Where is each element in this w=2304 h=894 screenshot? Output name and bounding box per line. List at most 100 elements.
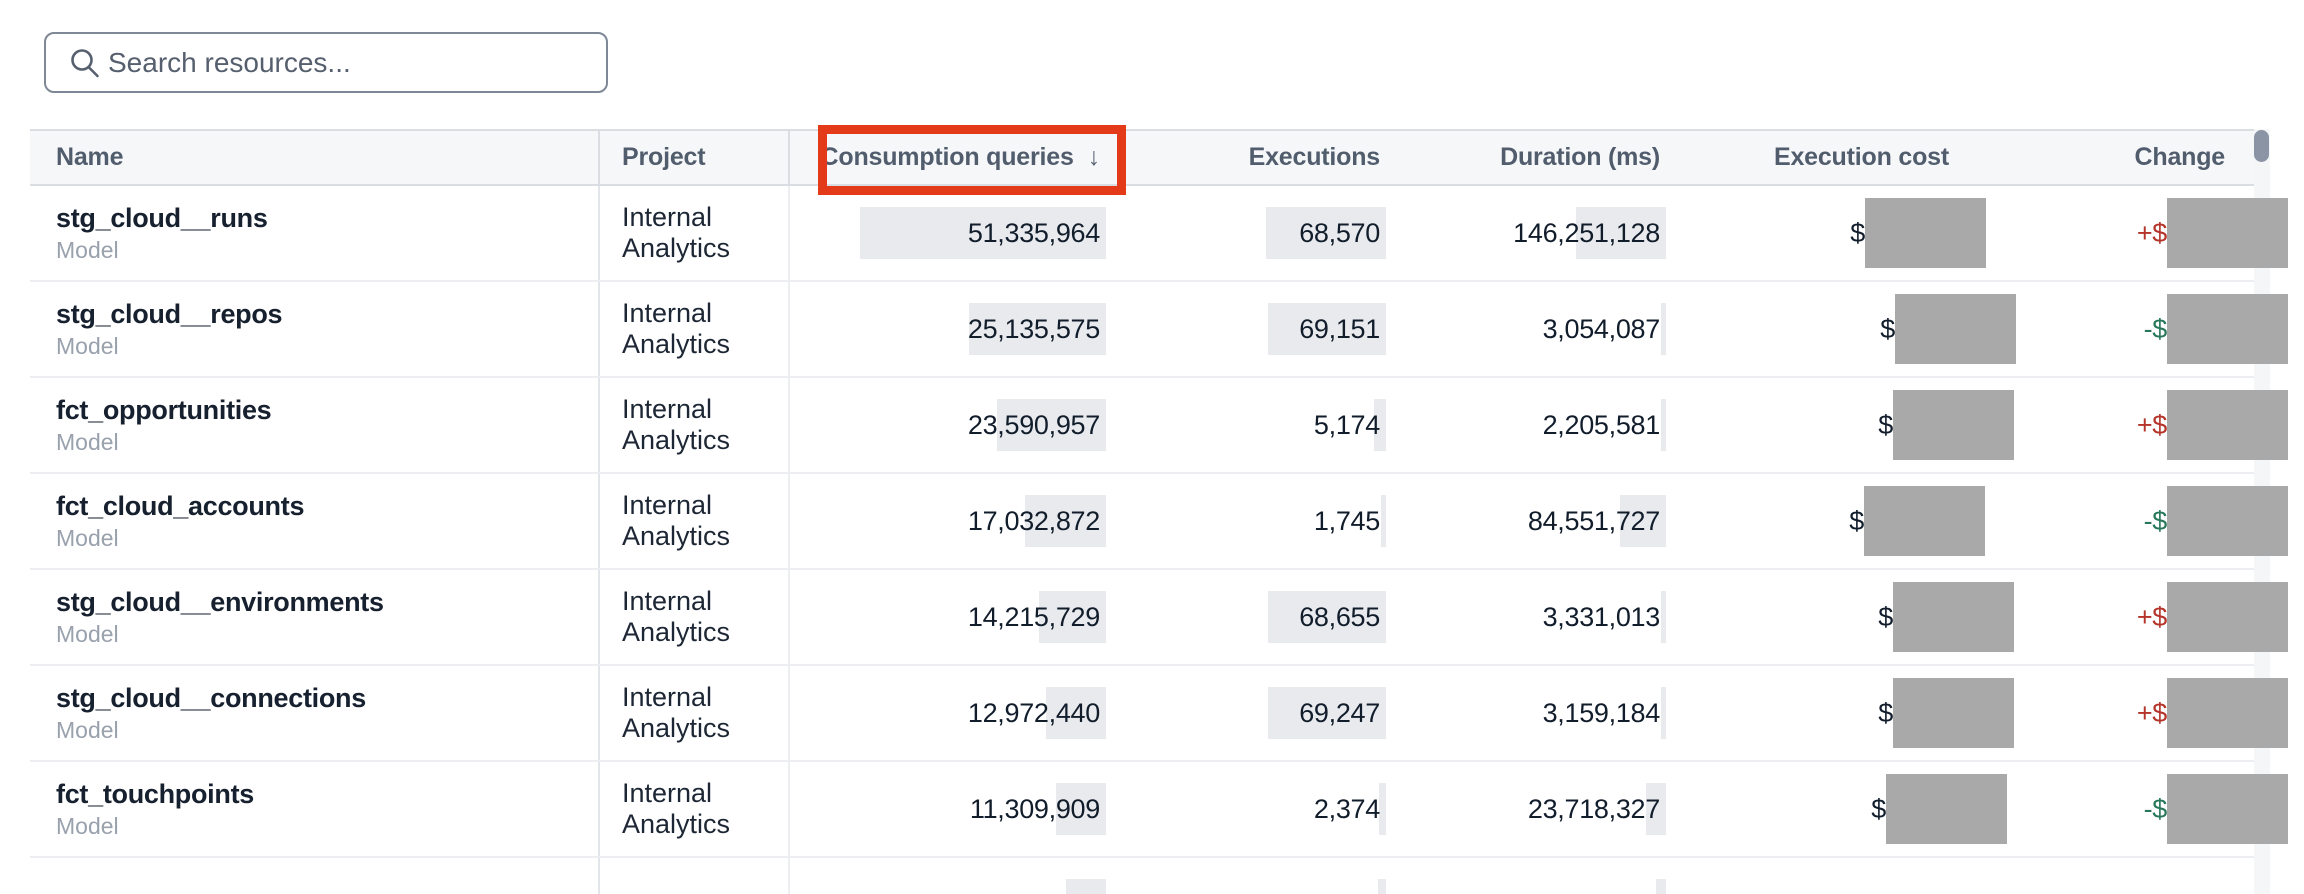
table-row[interactable]: fct_salesforce_goals <box>30 858 2255 894</box>
change-sign: -$ <box>2143 313 2168 344</box>
executions-cell: 68,570 <box>1110 186 1390 280</box>
redaction-box <box>1893 390 2014 460</box>
column-header-change[interactable]: Change <box>2134 143 2226 171</box>
execution-cost-cell: $ <box>1670 666 2020 760</box>
project-cell: Internal Analytics <box>600 570 790 664</box>
redaction-box <box>2167 582 2288 652</box>
resource-name[interactable]: stg_cloud__runs <box>56 203 268 233</box>
redaction-box <box>1865 198 1986 268</box>
column-header-execution-cost[interactable]: Execution cost <box>1773 143 1949 171</box>
column-header-executions[interactable]: Executions <box>1248 143 1381 171</box>
consumption-queries-cell: 12,972,440 <box>790 666 1110 760</box>
change-cell: +$ <box>2020 378 2288 472</box>
execution-cost-cell: $ <box>1670 378 2020 472</box>
change-cell: -$ <box>2020 474 2288 568</box>
redaction-box <box>2167 486 2288 556</box>
table-row[interactable]: fct_touchpoints Model Internal Analytics… <box>30 762 2288 858</box>
name-cell: stg_cloud__connections Model <box>30 666 600 760</box>
consumption-queries-cell: 14,215,729 <box>790 570 1110 664</box>
table-row[interactable]: fct_cloud_accounts Model Internal Analyt… <box>30 474 2288 570</box>
resource-name[interactable]: stg_cloud__environments <box>56 587 384 617</box>
execution-cost-cell: $ <box>1670 570 2020 664</box>
executions-cell: 5,174 <box>1110 378 1390 472</box>
heat-highlight <box>1381 495 1386 547</box>
heat-highlight <box>1661 687 1666 739</box>
consumption-queries-cell: 17,032,872 <box>790 474 1110 568</box>
table-row[interactable]: stg_cloud__environments Model Internal A… <box>30 570 2288 666</box>
column-header-duration[interactable]: Duration (ms) <box>1500 143 1660 171</box>
heat-highlight <box>1066 879 1106 894</box>
heat-highlight <box>1378 879 1386 894</box>
table-header-row: Name Project Consumption queries ↓ Execu… <box>30 125 2255 195</box>
resource-name[interactable]: stg_cloud__connections <box>56 683 366 713</box>
table-row[interactable]: stg_cloud__runs Model Internal Analytics… <box>30 186 2288 282</box>
execution-cost-cell: $ <box>1670 282 2020 376</box>
name-cell: fct_salesforce_goals <box>30 858 600 894</box>
heat-highlight <box>1661 591 1666 643</box>
sort-descending-icon[interactable]: ↓ <box>1087 143 1101 171</box>
redaction-box <box>2167 294 2288 364</box>
name-cell: stg_cloud__environments Model <box>30 570 600 664</box>
table-row[interactable]: stg_cloud__connections Model Internal An… <box>30 666 2288 762</box>
project-cell: Internal Analytics <box>600 378 790 472</box>
scrollbar-thumb[interactable] <box>2254 130 2269 162</box>
redaction-box <box>2167 198 2288 268</box>
name-cell: fct_touchpoints Model <box>30 762 600 856</box>
project-cell <box>600 858 790 894</box>
search-box <box>44 32 608 93</box>
executions-cell <box>1110 858 1390 894</box>
name-cell: stg_cloud__runs Model <box>30 186 600 280</box>
column-header-project[interactable]: Project <box>600 131 790 184</box>
redaction-box <box>1864 486 1985 556</box>
duration-cell <box>1390 858 1670 894</box>
duration-cell: 3,054,087 <box>1390 282 1670 376</box>
consumption-queries-cell: 23,590,957 <box>790 378 1110 472</box>
duration-cell: 3,159,184 <box>1390 666 1670 760</box>
redaction-box <box>1893 678 2014 748</box>
resource-type: Model <box>56 717 119 743</box>
resources-table: Name Project Consumption queries ↓ Execu… <box>30 125 2288 894</box>
name-cell: fct_cloud_accounts Model <box>30 474 600 568</box>
search-input[interactable] <box>108 34 602 91</box>
consumption-queries-cell: 51,335,964 <box>790 186 1110 280</box>
executions-cell: 1,745 <box>1110 474 1390 568</box>
heat-highlight <box>1268 591 1386 643</box>
change-cell: +$ <box>2020 666 2288 760</box>
heat-highlight <box>1056 783 1106 835</box>
redaction-box <box>2167 678 2288 748</box>
resource-name[interactable]: fct_opportunities <box>56 395 272 425</box>
change-sign: +$ <box>2136 601 2167 632</box>
heat-highlight <box>1025 495 1106 547</box>
resource-type: Model <box>56 237 119 263</box>
duration-cell: 2,205,581 <box>1390 378 1670 472</box>
execution-cost-cell: $ <box>1670 186 2020 280</box>
column-header-consumption-queries[interactable]: Consumption queries ↓ <box>820 143 1101 171</box>
table-row[interactable]: fct_opportunities Model Internal Analyti… <box>30 378 2288 474</box>
search-icon <box>71 49 99 78</box>
redaction-box <box>1893 582 2014 652</box>
project-cell: Internal Analytics <box>600 186 790 280</box>
heat-highlight <box>1379 783 1386 835</box>
resource-name[interactable]: fct_salesforce_goals <box>56 888 317 894</box>
heat-highlight <box>1266 207 1386 259</box>
heat-highlight <box>1046 687 1106 739</box>
table-row[interactable]: stg_cloud__repos Model Internal Analytic… <box>30 282 2288 378</box>
heat-highlight <box>1646 783 1666 835</box>
column-header-name[interactable]: Name <box>30 131 600 184</box>
change-cell: -$ <box>2020 282 2288 376</box>
change-sign: +$ <box>2136 217 2167 248</box>
redaction-box <box>2167 390 2288 460</box>
executions-cell: 69,151 <box>1110 282 1390 376</box>
heat-highlight <box>1268 303 1386 355</box>
resource-name[interactable]: stg_cloud__repos <box>56 299 283 329</box>
resource-name[interactable]: fct_cloud_accounts <box>56 491 305 521</box>
project-cell: Internal Analytics <box>600 474 790 568</box>
change-sign: +$ <box>2136 409 2167 440</box>
heat-highlight <box>969 303 1106 355</box>
change-sign: +$ <box>2136 697 2167 728</box>
consumption-queries-cell: 25,135,575 <box>790 282 1110 376</box>
executions-cell: 69,247 <box>1110 666 1390 760</box>
resource-type: Model <box>56 333 119 359</box>
resource-name[interactable]: fct_touchpoints <box>56 779 254 809</box>
